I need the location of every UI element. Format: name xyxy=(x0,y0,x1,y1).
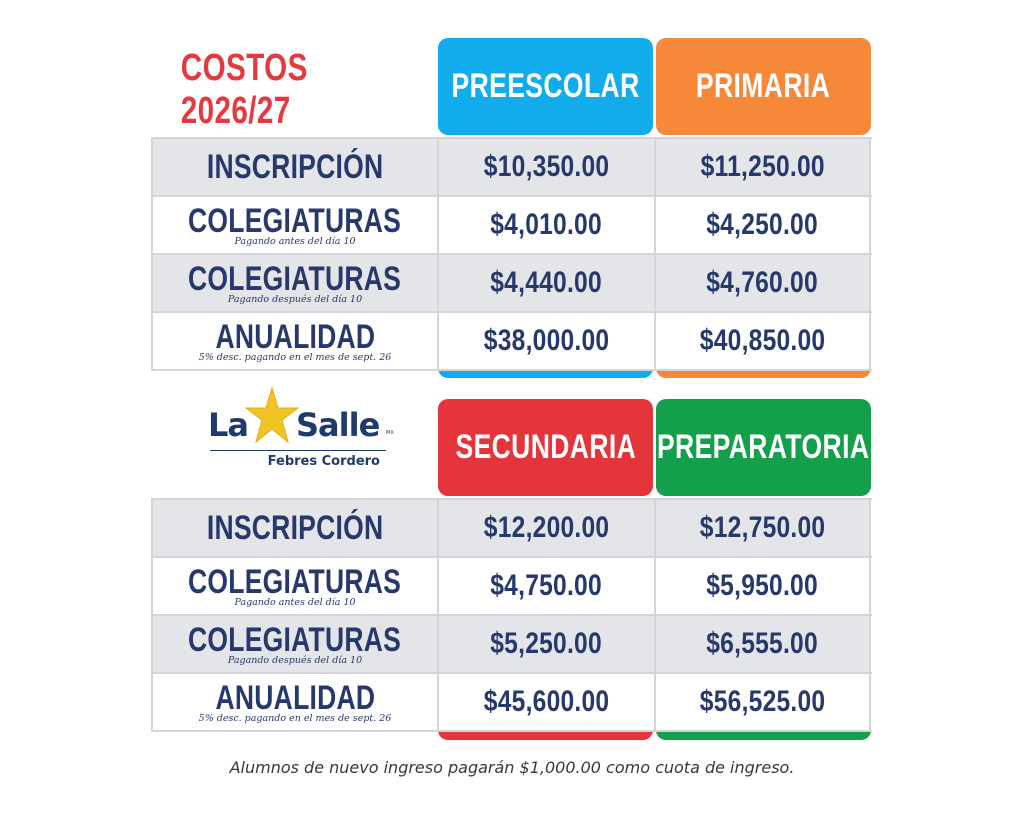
page-title: COSTOS 2026/27 xyxy=(180,47,308,132)
row-label: COLEGIATURAS xyxy=(188,620,402,659)
row-label: ANUALIDAD xyxy=(215,678,375,717)
price-value: $40,850.00 xyxy=(699,324,826,357)
row-sublabel: Pagando después del día 10 xyxy=(227,654,363,666)
tab-preescolar: PREESCOLAR xyxy=(438,38,653,135)
table-row: INSCRIPCIÓN $12,200.00 $12,750.00 xyxy=(151,500,872,558)
row-sublabel: 5% desc. pagando en el mes de sept. 26 xyxy=(198,351,392,363)
row-label: COLEGIATURAS xyxy=(188,562,402,601)
row-label: COLEGIATURAS xyxy=(188,259,402,298)
la-salle-logo: La Salle MX Febres Cordero xyxy=(200,384,400,484)
footer-note: Alumnos de nuevo ingreso pagarán $1,000.… xyxy=(229,758,795,777)
table-row: COLEGIATURAS Pagando antes del día 10 $4… xyxy=(151,197,872,255)
logo-text-la: La xyxy=(208,406,249,444)
primaria-bottom-stripe xyxy=(656,368,871,378)
secundaria-bottom-stripe xyxy=(438,730,653,740)
row-label: COLEGIATURAS xyxy=(188,201,402,240)
table-row: ANUALIDAD 5% desc. pagando en el mes de … xyxy=(151,313,872,371)
table-row: COLEGIATURAS Pagando después del día 10 … xyxy=(151,255,872,313)
row-label: INSCRIPCIÓN xyxy=(206,148,384,186)
price-value: $4,010.00 xyxy=(490,208,603,241)
price-value: $4,250.00 xyxy=(706,208,819,241)
logo-text-salle: Salle xyxy=(296,406,380,444)
price-value: $12,200.00 xyxy=(483,511,610,544)
cost-table-bottom: INSCRIPCIÓN $12,200.00 $12,750.00 COLEGI… xyxy=(151,498,872,732)
cost-table-top: INSCRIPCIÓN $10,350.00 $11,250.00 COLEGI… xyxy=(151,137,872,371)
price-value: $4,750.00 xyxy=(490,569,603,602)
price-value: $5,950.00 xyxy=(706,569,819,602)
price-value: $56,525.00 xyxy=(699,685,826,718)
table-row: ANUALIDAD 5% desc. pagando en el mes de … xyxy=(151,674,872,732)
price-value: $4,760.00 xyxy=(706,266,819,299)
price-value: $45,600.00 xyxy=(483,685,610,718)
price-value: $38,000.00 xyxy=(483,324,610,357)
preescolar-bottom-stripe xyxy=(438,368,653,378)
logo-divider xyxy=(210,450,386,451)
price-value: $11,250.00 xyxy=(700,150,825,183)
price-value: $10,350.00 xyxy=(483,150,610,183)
table-row: COLEGIATURAS Pagando antes del día 10 $4… xyxy=(151,558,872,616)
row-sublabel: Pagando antes del día 10 xyxy=(234,235,356,247)
row-label: ANUALIDAD xyxy=(215,317,375,356)
star-icon xyxy=(244,386,300,444)
row-label: INSCRIPCIÓN xyxy=(206,509,384,547)
price-value: $5,250.00 xyxy=(490,627,603,660)
table-row: INSCRIPCIÓN $10,350.00 $11,250.00 xyxy=(151,139,872,197)
table-row: COLEGIATURAS Pagando después del día 10 … xyxy=(151,616,872,674)
tab-secundaria: SECUNDARIA xyxy=(438,399,653,496)
row-sublabel: 5% desc. pagando en el mes de sept. 26 xyxy=(198,712,392,724)
tab-primaria: PRIMARIA xyxy=(656,38,871,135)
price-value: $12,750.00 xyxy=(699,511,826,544)
tab-preparatoria: PREPARATORIA xyxy=(656,399,871,496)
logo-mark: MX xyxy=(386,430,394,436)
row-sublabel: Pagando antes del día 10 xyxy=(234,596,356,608)
price-value: $6,555.00 xyxy=(706,627,819,660)
logo-subtitle: Febres Cordero xyxy=(267,454,380,469)
preparatoria-bottom-stripe xyxy=(656,730,871,740)
price-value: $4,440.00 xyxy=(490,266,603,299)
row-sublabel: Pagando después del día 10 xyxy=(227,293,363,305)
